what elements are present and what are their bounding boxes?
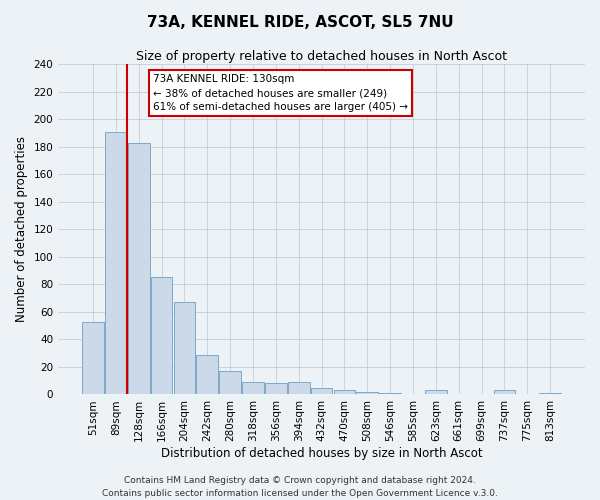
Bar: [356, 392, 378, 394]
Bar: [173, 302, 195, 394]
Bar: [105, 132, 127, 394]
Bar: [242, 382, 264, 394]
Bar: [425, 390, 447, 394]
Text: 73A KENNEL RIDE: 130sqm
← 38% of detached houses are smaller (249)
61% of semi-d: 73A KENNEL RIDE: 130sqm ← 38% of detache…: [153, 74, 408, 112]
Text: 73A, KENNEL RIDE, ASCOT, SL5 7NU: 73A, KENNEL RIDE, ASCOT, SL5 7NU: [146, 15, 454, 30]
Bar: [151, 278, 172, 394]
Bar: [219, 371, 241, 394]
Bar: [128, 142, 149, 394]
Bar: [494, 390, 515, 394]
Bar: [196, 354, 218, 395]
Bar: [539, 393, 561, 394]
Text: Contains HM Land Registry data © Crown copyright and database right 2024.
Contai: Contains HM Land Registry data © Crown c…: [102, 476, 498, 498]
X-axis label: Distribution of detached houses by size in North Ascot: Distribution of detached houses by size …: [161, 447, 482, 460]
Title: Size of property relative to detached houses in North Ascot: Size of property relative to detached ho…: [136, 50, 507, 63]
Y-axis label: Number of detached properties: Number of detached properties: [15, 136, 28, 322]
Bar: [311, 388, 332, 394]
Bar: [379, 393, 401, 394]
Bar: [288, 382, 310, 394]
Bar: [334, 390, 355, 394]
Bar: [82, 322, 104, 394]
Bar: [265, 384, 287, 394]
